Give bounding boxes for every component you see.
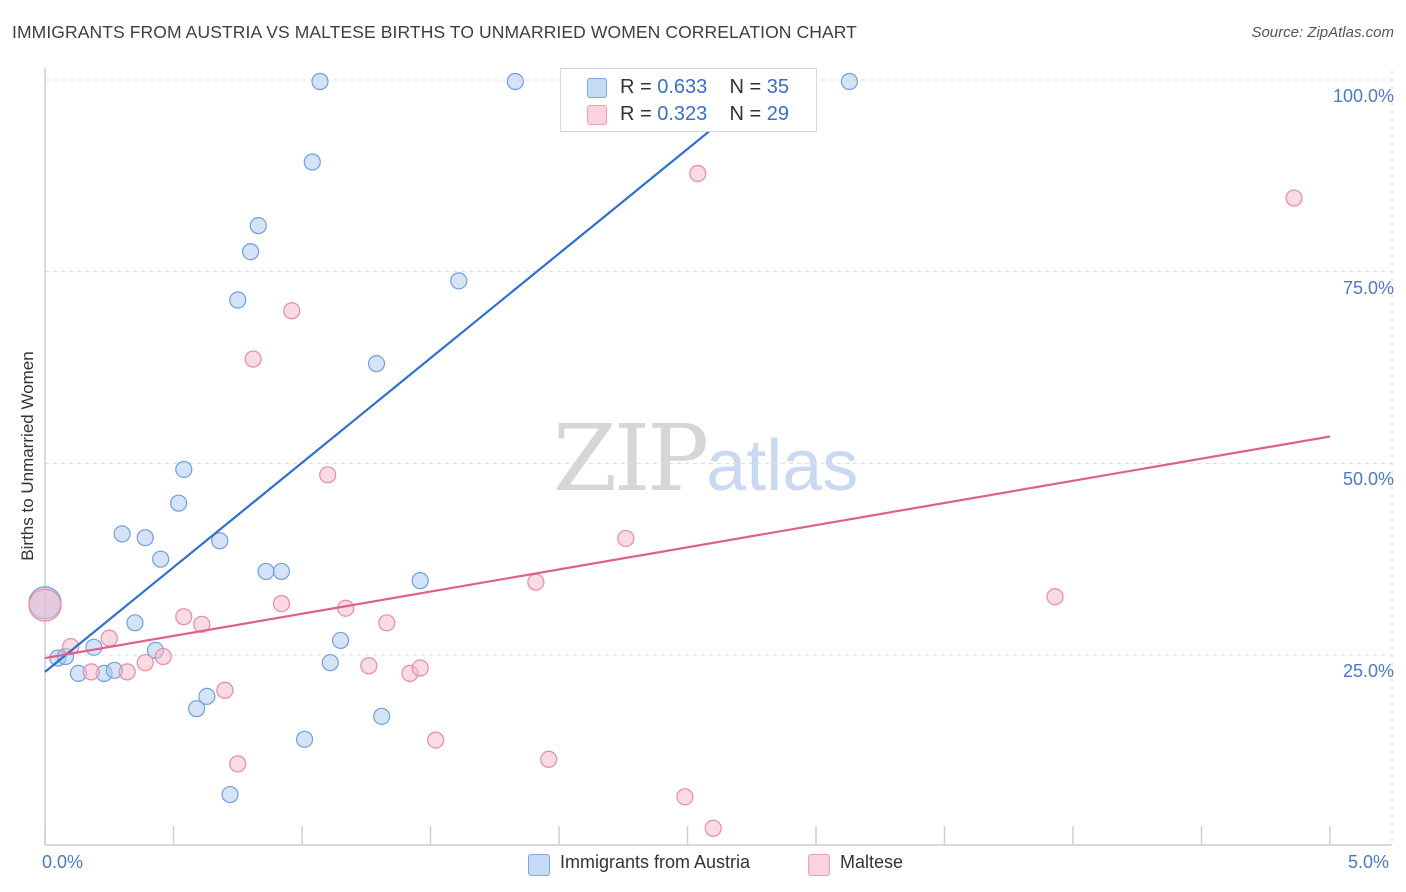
- y-tick-label: 75.0%: [1342, 277, 1394, 298]
- point-maltese: [100, 629, 118, 647]
- point-austria: [242, 243, 260, 261]
- point-maltese: [319, 466, 337, 484]
- n-label: N =: [729, 76, 767, 98]
- point-maltese: [28, 588, 62, 622]
- r-value-austria: 0.633: [657, 76, 708, 98]
- watermark-zip: ZIP: [553, 405, 709, 512]
- point-maltese: [229, 755, 247, 773]
- chart-title: IMMIGRANTS FROM AUSTRIA VS MALTESE BIRTH…: [12, 22, 857, 42]
- legend-swatch-austria: [528, 854, 550, 876]
- point-maltese: [411, 659, 429, 677]
- point-maltese: [378, 614, 396, 632]
- point-austria: [136, 529, 154, 547]
- point-austria: [257, 562, 275, 581]
- y-tick-label: 100.0%: [1332, 85, 1394, 106]
- legend-label-austria: Immigrants from Austria: [560, 852, 751, 872]
- point-maltese: [1046, 588, 1064, 606]
- legend-swatch-maltese: [587, 105, 607, 125]
- point-austria: [175, 460, 193, 479]
- point-maltese: [527, 573, 545, 591]
- point-austria: [331, 631, 350, 650]
- n-value-austria: 35: [766, 76, 790, 98]
- r-label: R =: [620, 103, 658, 125]
- point-maltese: [154, 647, 172, 666]
- point-austria: [211, 532, 229, 550]
- point-austria: [152, 550, 170, 568]
- y-tick-label: 50.0%: [1342, 469, 1394, 490]
- point-maltese: [360, 657, 378, 675]
- n-label: N =: [729, 103, 767, 125]
- point-austria: [311, 72, 329, 91]
- legend-swatch-maltese: [808, 854, 830, 876]
- point-maltese: [272, 595, 291, 613]
- point-maltese: [283, 302, 301, 320]
- point-austria: [188, 700, 206, 718]
- point-maltese: [427, 731, 445, 749]
- point-austria: [303, 153, 321, 171]
- point-austria: [373, 707, 391, 725]
- x-tick-label-min: 0.0%: [42, 852, 84, 872]
- point-maltese: [244, 350, 262, 368]
- point-austria: [229, 291, 247, 309]
- legend-swatch-austria: [587, 78, 607, 98]
- point-maltese: [540, 750, 558, 768]
- n-value-maltese: 29: [766, 103, 790, 125]
- point-austria: [321, 654, 339, 672]
- point-austria: [840, 72, 859, 91]
- point-austria: [506, 72, 524, 91]
- point-austria: [450, 272, 468, 290]
- point-maltese: [689, 164, 707, 183]
- point-austria: [170, 494, 188, 512]
- point-austria: [85, 638, 103, 656]
- point-maltese: [118, 663, 136, 681]
- r-value-maltese: 0.323: [657, 103, 708, 125]
- point-austria: [295, 730, 314, 748]
- x-tick-label-max: 5.0%: [1348, 852, 1390, 872]
- point-austria: [411, 572, 429, 590]
- point-maltese: [1285, 189, 1303, 207]
- point-maltese: [704, 819, 722, 837]
- correlation-legend: R = 0.633 N = 35 R = 0.323 N = 29: [560, 68, 817, 132]
- trendline-austria: [44, 79, 774, 673]
- r-label: R =: [620, 76, 658, 98]
- point-austria: [249, 217, 267, 235]
- point-maltese: [617, 529, 635, 548]
- point-maltese: [175, 608, 193, 626]
- watermark: ZIPatlas: [553, 405, 858, 512]
- point-maltese: [676, 788, 694, 806]
- source-label: Source: ZipAtlas.com: [1251, 24, 1394, 41]
- trendline-maltese: [44, 435, 1331, 660]
- point-austria: [221, 785, 239, 804]
- point-maltese: [136, 654, 154, 672]
- point-austria: [113, 525, 131, 543]
- watermark-atlas: atlas: [706, 426, 859, 506]
- point-austria: [367, 355, 386, 373]
- y-tick-label: 25.0%: [1342, 661, 1394, 681]
- point-maltese: [82, 663, 100, 681]
- legend-label-maltese: Maltese: [840, 852, 904, 872]
- point-maltese: [193, 615, 211, 633]
- point-maltese: [216, 681, 234, 699]
- point-austria: [272, 562, 291, 581]
- point-austria: [126, 614, 144, 632]
- point-austria: [198, 687, 216, 706]
